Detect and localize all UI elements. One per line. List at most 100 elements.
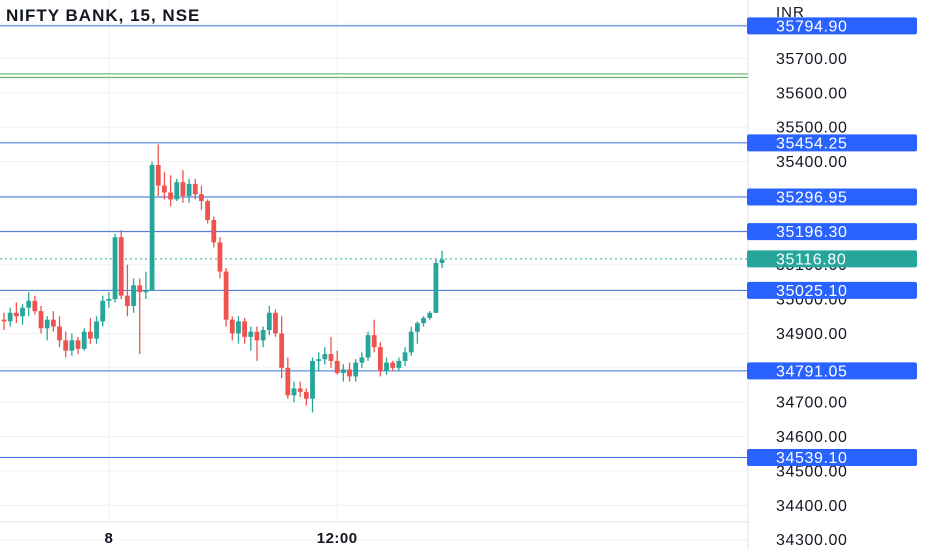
candle[interactable] — [63, 331, 69, 358]
candle[interactable] — [106, 292, 112, 308]
candle[interactable] — [192, 178, 198, 200]
candle[interactable] — [1, 312, 7, 330]
candle[interactable] — [38, 305, 44, 334]
candle-body — [106, 299, 112, 301]
candle[interactable] — [229, 316, 235, 341]
candle[interactable] — [353, 359, 359, 382]
candle[interactable] — [303, 388, 309, 406]
candle[interactable] — [168, 175, 173, 207]
level-price-badge[interactable]: 35794.90 — [747, 17, 917, 35]
candle[interactable] — [273, 309, 278, 337]
candle[interactable] — [131, 278, 136, 313]
candle[interactable] — [13, 302, 19, 324]
candle-body — [260, 330, 266, 341]
price-tick-label: 34400.00 — [776, 498, 848, 515]
level-price-badge[interactable]: 35196.30 — [747, 223, 917, 241]
candle[interactable] — [260, 326, 266, 348]
candle[interactable] — [112, 233, 118, 303]
candle[interactable] — [396, 357, 402, 372]
candle-body — [63, 340, 69, 351]
candle[interactable] — [75, 336, 81, 355]
level-price-badge[interactable]: 34791.05 — [747, 362, 917, 380]
candle[interactable] — [347, 362, 352, 382]
candle[interactable] — [291, 381, 297, 403]
candle[interactable] — [174, 178, 180, 202]
candle[interactable] — [328, 336, 334, 368]
candle[interactable] — [26, 292, 32, 317]
candle[interactable] — [94, 316, 99, 344]
candle-body — [291, 388, 297, 396]
candle[interactable] — [199, 185, 204, 210]
candle-body — [118, 237, 124, 296]
candle[interactable] — [279, 316, 285, 379]
candle[interactable] — [421, 316, 426, 327]
candle[interactable] — [20, 304, 25, 325]
candle[interactable] — [297, 381, 303, 398]
candle[interactable] — [254, 326, 260, 361]
level-price-badge[interactable]: 35296.95 — [747, 188, 917, 206]
candle[interactable] — [285, 357, 291, 399]
candle-body — [279, 333, 285, 368]
level-price-badge[interactable]: 35454.25 — [747, 134, 917, 152]
candle[interactable] — [100, 295, 106, 327]
candle[interactable] — [217, 237, 223, 279]
candle[interactable] — [439, 250, 445, 269]
candle[interactable] — [149, 161, 155, 291]
candle[interactable] — [371, 319, 377, 353]
candle[interactable] — [162, 171, 167, 200]
candle[interactable] — [377, 342, 383, 377]
level-price-badge[interactable]: 35025.10 — [747, 281, 917, 300]
candle[interactable] — [266, 305, 272, 336]
candle[interactable] — [87, 317, 93, 344]
horizontal-grid — [0, 23, 748, 541]
candle[interactable] — [433, 259, 439, 313]
candle-body — [192, 183, 198, 195]
candle-body — [377, 347, 383, 372]
candle[interactable] — [242, 317, 248, 344]
candle[interactable] — [359, 352, 365, 368]
candle-body — [180, 182, 186, 196]
candle[interactable] — [390, 360, 396, 372]
time-axis-labels: 8 12:00 — [104, 530, 357, 547]
candle[interactable] — [211, 216, 217, 248]
candle[interactable] — [236, 316, 241, 344]
candle[interactable] — [340, 364, 346, 382]
candle[interactable] — [427, 311, 433, 320]
candle[interactable] — [322, 347, 328, 365]
candle[interactable] — [402, 347, 408, 367]
candle[interactable] — [44, 316, 50, 341]
candle[interactable] — [155, 144, 161, 196]
candle[interactable] — [186, 178, 192, 203]
candle[interactable] — [69, 333, 75, 356]
candle-body — [125, 295, 130, 306]
candle[interactable] — [205, 199, 211, 224]
candle[interactable] — [81, 328, 87, 351]
level-price-badge[interactable]: 34539.10 — [747, 448, 917, 467]
candle[interactable] — [7, 307, 13, 327]
candle-body — [205, 201, 211, 220]
candle[interactable] — [125, 264, 130, 317]
candle[interactable] — [316, 352, 322, 372]
candle[interactable] — [143, 271, 149, 300]
candle[interactable] — [118, 230, 124, 300]
candle[interactable] — [223, 268, 229, 327]
candle[interactable] — [137, 278, 143, 355]
candle[interactable] — [32, 295, 38, 315]
candle[interactable] — [248, 326, 254, 351]
candle[interactable] — [310, 357, 315, 413]
candle[interactable] — [334, 350, 340, 375]
candle[interactable] — [408, 326, 414, 356]
candle[interactable] — [57, 316, 62, 348]
candle[interactable] — [180, 170, 186, 203]
candle[interactable] — [365, 331, 371, 361]
candle-body — [353, 362, 359, 377]
candle-body — [131, 285, 136, 306]
level-badge-label: 35794.90 — [776, 18, 848, 35]
candle-body — [211, 220, 217, 243]
candle[interactable] — [50, 311, 56, 332]
candle[interactable] — [414, 321, 420, 344]
candle[interactable] — [384, 357, 389, 375]
level-badge-label: 34539.10 — [776, 450, 848, 467]
